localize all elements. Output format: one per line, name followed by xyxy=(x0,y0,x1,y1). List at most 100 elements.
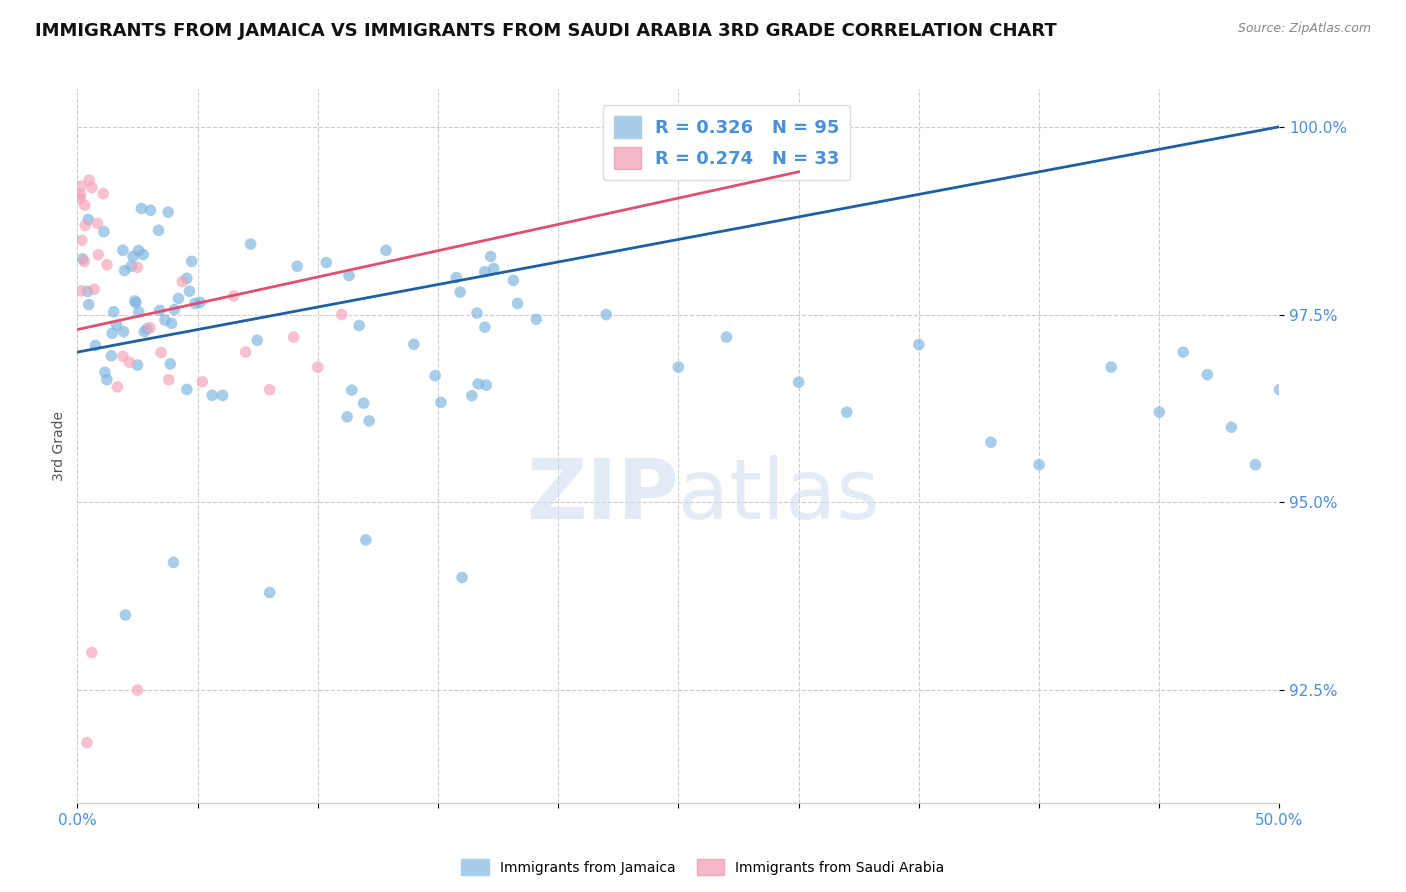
Point xyxy=(107,380,129,394)
Point xyxy=(73,254,96,268)
Point xyxy=(86,216,108,230)
Point xyxy=(283,330,305,344)
Point xyxy=(239,237,262,252)
Point xyxy=(136,322,159,336)
Point xyxy=(176,271,198,285)
Point xyxy=(1197,368,1219,382)
Point xyxy=(172,275,194,289)
Point xyxy=(167,292,190,306)
Point xyxy=(122,249,145,263)
Point xyxy=(444,270,467,285)
Text: ZIP: ZIP xyxy=(526,456,679,536)
Point xyxy=(163,302,186,317)
Point xyxy=(77,173,100,187)
Point xyxy=(114,607,136,622)
Point xyxy=(127,260,149,275)
Point xyxy=(179,284,201,298)
Point xyxy=(980,435,1002,450)
Point xyxy=(1149,405,1171,419)
Point xyxy=(482,261,505,276)
Point xyxy=(1220,420,1243,434)
Point xyxy=(77,212,100,227)
Point xyxy=(259,585,281,599)
Point xyxy=(1268,383,1291,397)
Point xyxy=(787,375,810,389)
Point xyxy=(176,383,198,397)
Point xyxy=(716,330,738,344)
Point xyxy=(128,305,150,319)
Point xyxy=(423,368,446,383)
Point xyxy=(100,349,122,363)
Point xyxy=(96,373,118,387)
Point xyxy=(157,205,180,219)
Point xyxy=(307,360,329,375)
Point xyxy=(139,320,162,334)
Point xyxy=(184,296,207,310)
Point xyxy=(451,570,474,584)
Point xyxy=(475,378,498,392)
Point xyxy=(96,258,118,272)
Point xyxy=(1173,345,1195,359)
Point xyxy=(467,376,489,391)
Point xyxy=(148,223,170,237)
Text: atlas: atlas xyxy=(679,456,880,536)
Point xyxy=(132,247,155,261)
Point xyxy=(201,388,224,402)
Point xyxy=(162,556,184,570)
Point xyxy=(315,255,337,269)
Point xyxy=(91,186,114,201)
Point xyxy=(120,259,142,273)
Point xyxy=(336,409,359,424)
Point xyxy=(72,252,94,266)
Point xyxy=(359,414,381,428)
Point xyxy=(402,337,425,351)
Point xyxy=(69,191,91,205)
Point xyxy=(70,233,93,247)
Point xyxy=(103,304,125,318)
Point xyxy=(479,250,502,264)
Point xyxy=(465,306,488,320)
Point xyxy=(159,357,181,371)
Point xyxy=(70,179,93,194)
Point xyxy=(125,295,148,310)
Text: Source: ZipAtlas.com: Source: ZipAtlas.com xyxy=(1237,22,1371,36)
Point xyxy=(354,533,377,547)
Point xyxy=(285,260,308,274)
Point xyxy=(77,298,100,312)
Point xyxy=(157,373,180,387)
Point xyxy=(111,244,134,258)
Point xyxy=(835,405,858,419)
Point xyxy=(128,244,150,258)
Point xyxy=(908,337,931,351)
Point xyxy=(337,268,360,283)
Point xyxy=(83,282,105,296)
Point xyxy=(374,244,396,258)
Point xyxy=(75,219,97,233)
Point xyxy=(1244,458,1267,472)
Point xyxy=(668,360,690,375)
Point xyxy=(149,303,172,318)
Point xyxy=(127,358,149,372)
Point xyxy=(259,383,281,397)
Point xyxy=(188,295,211,310)
Point xyxy=(160,317,183,331)
Point xyxy=(1028,458,1050,472)
Point xyxy=(153,313,176,327)
Point xyxy=(502,273,524,287)
Point xyxy=(124,293,146,308)
Point xyxy=(449,285,471,300)
Text: IMMIGRANTS FROM JAMAICA VS IMMIGRANTS FROM SAUDI ARABIA 3RD GRADE CORRELATION CH: IMMIGRANTS FROM JAMAICA VS IMMIGRANTS FR… xyxy=(35,22,1057,40)
Point xyxy=(101,326,124,341)
Point xyxy=(474,320,496,334)
Point xyxy=(347,318,370,333)
Point xyxy=(180,254,202,268)
Point xyxy=(222,289,245,303)
Legend: R = 0.326   N = 95, R = 0.274   N = 33: R = 0.326 N = 95, R = 0.274 N = 33 xyxy=(603,105,851,180)
Point xyxy=(595,308,617,322)
Point xyxy=(76,285,98,299)
Point xyxy=(76,736,98,750)
Point xyxy=(111,349,134,363)
Point xyxy=(340,383,363,397)
Point xyxy=(70,284,93,298)
Point xyxy=(105,318,128,333)
